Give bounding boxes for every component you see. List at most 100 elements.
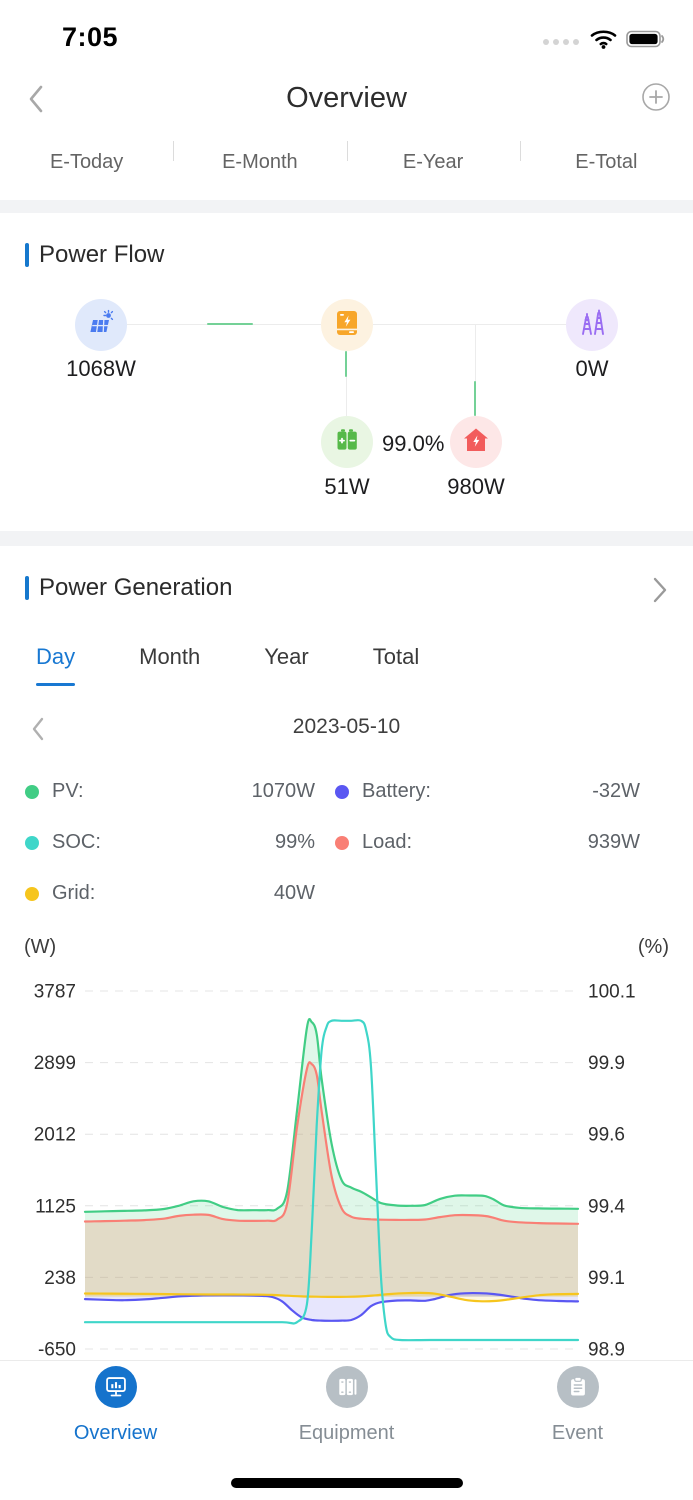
power-flow-section: Power Flow	[0, 213, 693, 531]
equipment-cabinet-icon	[325, 1366, 368, 1408]
nav-label: Equipment	[298, 1422, 395, 1444]
line-inverter-to-battery	[346, 351, 347, 416]
page-title: Overview	[286, 82, 407, 114]
pv-node	[75, 299, 127, 351]
series-grid-line	[83, 1291, 580, 1303]
legend-value: 1070W	[251, 780, 315, 802]
section-separator	[0, 531, 693, 546]
nav-item-overview[interactable]: Overview	[0, 1361, 231, 1500]
event-clipboard-icon	[556, 1366, 599, 1408]
line-inverter-to-grid	[373, 324, 566, 325]
series-load-line	[83, 1061, 580, 1225]
power-generation-section: Power Generation Day Month Year Total 20…	[0, 546, 693, 1361]
tab-month[interactable]: Month	[139, 644, 201, 669]
section-chevron-right-icon[interactable]	[651, 576, 669, 609]
tab-day[interactable]: Day	[36, 644, 76, 686]
header: Overview	[0, 60, 693, 135]
legend-color-dot	[25, 886, 39, 901]
status-bar: 7:05	[0, 0, 693, 60]
wifi-icon	[590, 29, 617, 54]
grid-node	[566, 299, 618, 351]
flow-pulse-pv	[207, 323, 253, 325]
grid-power-value: 0W	[575, 356, 609, 381]
house-load-icon	[462, 426, 490, 459]
battery-node	[321, 416, 373, 468]
legend-label: Load:	[362, 831, 413, 853]
solar-panel-icon	[86, 308, 116, 343]
series-pv-line	[83, 1017, 580, 1213]
legend-value: -32W	[592, 780, 640, 802]
nav-label: Overview	[73, 1422, 158, 1444]
legend-label: PV:	[52, 780, 84, 802]
y-axis-tick-left: -650	[38, 1340, 76, 1361]
y-axis-tick-right: 99.4	[588, 1196, 625, 1217]
legend-label: SOC:	[52, 831, 101, 853]
battery-cells-icon	[333, 426, 361, 459]
line-chart-canvas: 3787 100.1 2899 99.9 2012 99.6 1125 99.4 238 99.1…	[34, 982, 636, 1361]
back-chevron-icon[interactable]	[26, 84, 46, 119]
previous-date-chevron-icon[interactable]	[30, 716, 46, 747]
inverter-node	[321, 299, 373, 351]
flow-pulse-battery	[345, 351, 347, 377]
section-separator	[0, 200, 693, 213]
nav-label: Event	[551, 1422, 604, 1444]
y-axis-tick-left: 3787	[34, 982, 76, 1003]
legend-item-soc: SOC: 99%	[25, 817, 315, 868]
axis-units: (W) (%)	[24, 936, 669, 959]
pv-power-value: 1068W	[66, 356, 136, 381]
legend-value: 939W	[587, 831, 640, 853]
battery-soc-value: 99.0%	[382, 431, 445, 456]
series-pv-area	[85, 1019, 578, 1297]
home-indicator[interactable]	[231, 1478, 463, 1488]
tab-year[interactable]: Year	[264, 644, 309, 669]
grid-towers-icon	[577, 308, 607, 343]
left-axis-unit: (W)	[24, 936, 57, 958]
tab-e-today[interactable]: E-Today	[49, 151, 124, 173]
chart-legend: PV: 1070W Battery: -32W SOC: 99% Load: 939W Grid…	[25, 766, 640, 919]
status-icons	[543, 29, 666, 54]
series-soc-line	[83, 1019, 580, 1342]
title-accent-bar	[25, 243, 29, 267]
battery-icon	[626, 29, 666, 54]
generation-chart: 3787 100.1 2899 99.9 2012 99.6 1125 99.4 238 99.1…	[0, 975, 693, 1361]
y-axis-tick-right: 99.6	[588, 1125, 625, 1146]
y-axis-tick-right: 100.1	[588, 982, 636, 1003]
cellular-signal-icon	[543, 38, 579, 45]
legend-color-dot	[335, 784, 349, 799]
nav-item-equipment[interactable]: Equipment	[231, 1361, 462, 1500]
y-axis-tick-left: 2012	[34, 1125, 76, 1146]
power-flow-title: Power Flow	[25, 241, 164, 269]
line-to-load	[475, 325, 476, 416]
selected-date: 2023-05-10	[292, 715, 401, 738]
legend-label: Battery:	[362, 780, 431, 802]
tab-e-year[interactable]: E-Year	[346, 135, 520, 190]
legend-value: 40W	[273, 882, 315, 904]
date-navigator: 2023-05-10	[0, 712, 693, 748]
add-button[interactable]	[641, 82, 671, 117]
clock-time: 7:05	[62, 22, 119, 52]
y-axis-tick-right: 99.1	[588, 1268, 625, 1289]
load-node	[450, 416, 502, 468]
tab-total[interactable]: Total	[372, 644, 420, 669]
right-axis-unit: (%)	[637, 936, 669, 958]
tab-e-total[interactable]: E-Total	[519, 135, 693, 190]
y-axis-tick-right: 98.9	[588, 1340, 625, 1361]
energy-stat-tabs: E-Today E-Month E-Year E-Total	[0, 135, 693, 190]
period-tabs: Day Month Year Total	[36, 644, 419, 686]
bottom-navigation: Overview Equipment Event	[0, 1360, 693, 1500]
title-accent-bar	[25, 576, 29, 600]
legend-item-grid: Grid: 40W	[25, 868, 315, 919]
y-axis-tick-right: 99.9	[588, 1053, 625, 1074]
power-generation-title: Power Generation	[25, 574, 232, 602]
nav-item-event[interactable]: Event	[462, 1361, 693, 1500]
series-battery-line	[83, 1291, 580, 1322]
legend-color-dot	[25, 784, 39, 799]
legend-item-load: Load: 939W	[335, 817, 640, 868]
y-axis-tick-left: 1125	[35, 1196, 76, 1217]
legend-item-battery: Battery: -32W	[335, 766, 640, 817]
legend-item-pv: PV: 1070W	[25, 766, 315, 817]
flow-pulse-load	[474, 381, 476, 416]
load-power-value: 980W	[447, 474, 505, 499]
tab-e-month[interactable]: E-Month	[173, 135, 346, 190]
series-battery-area	[85, 1293, 578, 1321]
